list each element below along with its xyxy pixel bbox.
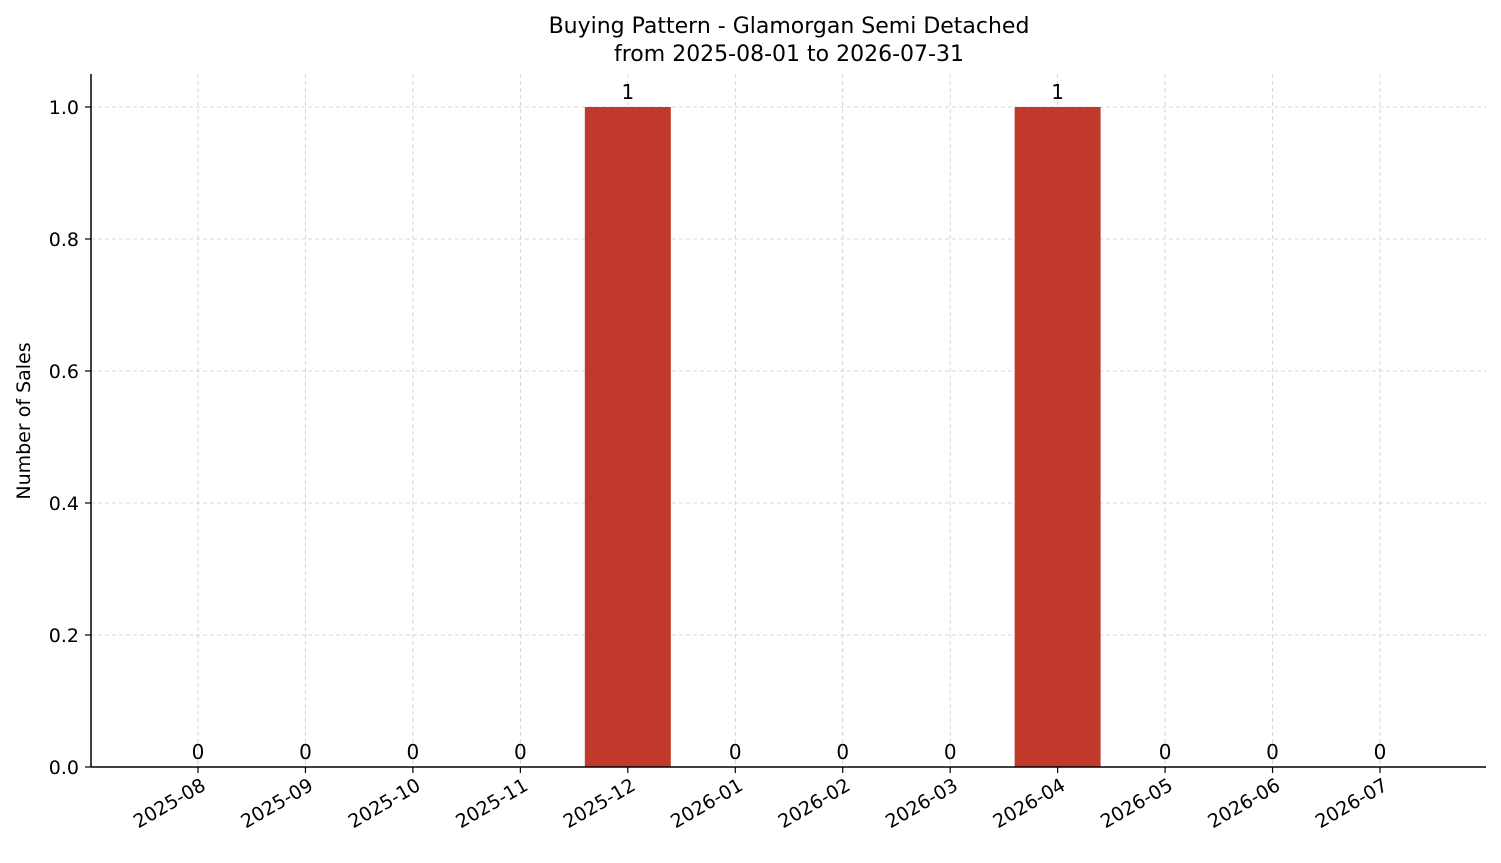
x-tick-label-2026-04: 2026-04 — [989, 774, 1069, 833]
x-tick-label-2026-03: 2026-03 — [882, 774, 962, 833]
x-tick-label-2026-05: 2026-05 — [1097, 774, 1177, 833]
y-tick-label-4: 0.8 — [49, 229, 79, 251]
x-tick-label-2025-11: 2025-11 — [452, 774, 532, 833]
chart-title-line1: Buying Pattern - Glamorgan Semi Detached — [549, 14, 1030, 39]
x-tick-label-2026-06: 2026-06 — [1204, 774, 1284, 833]
data-label-2026-01: 0 — [729, 740, 742, 764]
y-tick-label-0: 0.0 — [49, 757, 79, 779]
x-tick-label-2026-01: 2026-01 — [667, 774, 747, 833]
y-tick-label-5: 1.0 — [49, 97, 79, 119]
x-tick-layer: 2025-08 2025-09 2025-10 2025-11 2025-12 2026-… — [130, 767, 1392, 833]
bar-layer — [584, 107, 1101, 767]
x-tick-label-2025-09: 2025-09 — [237, 774, 317, 833]
chart-title-line2: from 2025-08-01 to 2026-07-31 — [614, 42, 964, 67]
y-tick-label-1: 0.2 — [49, 625, 79, 647]
data-label-2026-06: 0 — [1266, 740, 1279, 764]
data-label-2025-08: 0 — [192, 740, 205, 764]
bar-2026-04 — [1014, 107, 1101, 767]
y-tick-layer: 0.0 0.2 0.4 0.6 0.8 1.0 — [49, 97, 91, 779]
data-label-2025-10: 0 — [407, 740, 420, 764]
x-tick-label-2025-10: 2025-10 — [345, 774, 425, 833]
grid-layer — [91, 74, 1486, 768]
axis-layer — [90, 74, 1486, 768]
x-tick-label-2026-02: 2026-02 — [774, 774, 854, 833]
y-tick-label-3: 0.6 — [49, 361, 79, 383]
x-tick-label-2026-07: 2026-07 — [1312, 774, 1392, 833]
x-tick-label-2025-12: 2025-12 — [560, 774, 640, 833]
bar-2025-12 — [584, 107, 671, 767]
y-axis-label: Number of Sales — [13, 342, 35, 499]
data-label-layer: 0 0 0 0 1 0 0 0 1 0 0 0 — [192, 80, 1387, 764]
data-label-2025-12: 1 — [621, 80, 634, 104]
y-tick-label-2: 0.4 — [49, 493, 79, 515]
data-label-2026-07: 0 — [1374, 740, 1387, 764]
data-label-2025-09: 0 — [299, 740, 312, 764]
x-tick-label-2025-08: 2025-08 — [130, 774, 210, 833]
data-label-2026-05: 0 — [1159, 740, 1172, 764]
data-label-2025-11: 0 — [514, 740, 527, 764]
data-label-2026-02: 0 — [836, 740, 849, 764]
data-label-2026-03: 0 — [944, 740, 957, 764]
data-label-2026-04: 1 — [1051, 80, 1064, 104]
